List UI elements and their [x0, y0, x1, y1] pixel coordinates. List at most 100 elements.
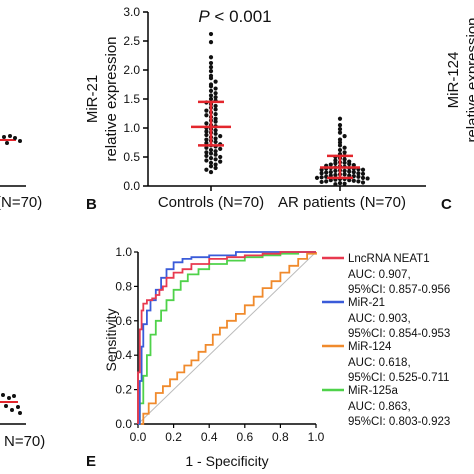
- panel-b-point: [328, 162, 333, 167]
- panel-b-point: [333, 172, 338, 178]
- panel-b-point: [319, 179, 324, 185]
- panel-e-xlabel: 1 - Specificity: [185, 453, 268, 469]
- panel-b-point: [213, 152, 218, 157]
- panel-b-point: [337, 116, 343, 121]
- panel-b-point: [324, 170, 329, 175]
- panel-b-point: [319, 171, 324, 176]
- panel-b-point: [347, 173, 352, 178]
- panel-b-point: [213, 136, 218, 141]
- panel-b-point: [218, 134, 223, 139]
- panel-b-point: [213, 103, 218, 109]
- panel-b-point: [314, 175, 320, 180]
- panel-b-y-tick-label: 2.0: [123, 63, 140, 77]
- panel-b-point: [342, 150, 347, 155]
- panel-e-y-tick-label: 1.0: [115, 245, 132, 259]
- panel-e-curves: [137, 251, 317, 425]
- panel-e-y-tick-label: 0.2: [115, 383, 132, 397]
- panel-b-point: [204, 145, 209, 150]
- panel-b-point: [337, 143, 343, 148]
- panel-b-point: [208, 164, 214, 169]
- left-bottom-point: [12, 394, 16, 398]
- panel-e-legend-name: MiR-124: [348, 341, 392, 353]
- panel-e-legend: LncRNA NEAT1 AUC: 0.907, 95%CI: 0.857-0.95…: [322, 253, 450, 428]
- panel-e-legend-ci: 95%CI: 0.854-0.953: [348, 328, 450, 340]
- panel-b-point: [333, 168, 338, 174]
- left-partial-panels: (N=70) N=70): [0, 134, 45, 450]
- panel-b-point: [319, 167, 324, 172]
- panel-b-scatter: B P < 0.001 MiR-21 relative expression 0…: [84, 5, 426, 213]
- panel-b-title: P < 0.001: [198, 7, 271, 26]
- panel-b-point: [342, 134, 347, 139]
- panel-b-point: [351, 169, 356, 175]
- panel-b-point: [319, 175, 324, 180]
- panel-b-point: [208, 88, 214, 93]
- panel-e-legend-auc: AUC: 0.863,: [348, 401, 411, 413]
- panel-b-y-tick-label: 2.5: [123, 34, 140, 48]
- panel-b-point: [208, 147, 214, 153]
- panel-e-legend-name: LncRNA NEAT1: [348, 253, 430, 265]
- panel-b-y-tick-label: 1.5: [123, 92, 140, 106]
- panel-b-point: [213, 128, 218, 133]
- left-bottom-point: [7, 396, 11, 400]
- panel-e-x-tick-label: 0.2: [165, 430, 182, 444]
- panel-b-point: [204, 137, 209, 142]
- panel-e-x-tick-label: 1.0: [308, 430, 325, 444]
- panel-b-point: [204, 140, 209, 146]
- panel-b-error-bars: [191, 100, 360, 180]
- panel-b-y-tick-label: 0.5: [123, 150, 140, 164]
- left-top-point: [13, 136, 17, 140]
- panel-b-point: [337, 147, 343, 153]
- panel-b-point: [204, 158, 209, 163]
- left-bottom-point: [16, 405, 20, 409]
- left-top-point: [2, 135, 6, 139]
- panel-b-point: [218, 154, 223, 160]
- panel-b-point: [351, 163, 356, 168]
- left-top-point: [5, 141, 9, 145]
- panel-b-point: [204, 153, 209, 158]
- panel-c-ylabel-line1: MiR-124: [445, 52, 462, 109]
- panel-b-point: [342, 181, 347, 186]
- panel-b-point: [208, 69, 214, 74]
- panel-b-point: [213, 79, 218, 84]
- panel-e-y-tick-label: 0.8: [115, 279, 132, 293]
- panel-b-point: [204, 113, 209, 118]
- panel-b-point: [337, 123, 343, 128]
- panel-b-point: [342, 157, 347, 162]
- panel-b-point: [347, 161, 352, 167]
- panel-b-point: [356, 179, 361, 184]
- panel-b-point: [360, 180, 366, 185]
- panel-b-point: [328, 169, 333, 175]
- panel-e-x-tick-label: 0.4: [201, 430, 218, 444]
- panel-b-point: [213, 91, 218, 96]
- panel-e-legend-auc: AUC: 0.618,: [348, 357, 411, 369]
- panel-c-partial: C MiR-124 relative expression: [441, 17, 474, 213]
- panel-b-point: [328, 178, 333, 183]
- panel-b-point: [208, 93, 214, 98]
- panel-c-ylabel-line2: relative expression: [464, 17, 474, 142]
- panel-b-point: [208, 55, 214, 60]
- panel-b-point: [356, 174, 361, 179]
- left-bottom-category-label: N=70): [4, 433, 45, 450]
- panel-b-point: [204, 121, 209, 126]
- panel-e-legend-ci: 95%CI: 0.857-0.956: [348, 284, 450, 296]
- panel-e-y-tick-label: 0.4: [115, 348, 132, 362]
- panel-e-x-tick-label: 0.8: [272, 430, 289, 444]
- panel-e-roc-curve: [138, 251, 316, 425]
- panel-e-roc-curve: [138, 251, 316, 425]
- left-top-point: [8, 134, 12, 138]
- panel-b-point: [208, 151, 214, 156]
- panel-b-point: [213, 139, 218, 145]
- panel-b-point: [208, 31, 214, 37]
- panel-b-point: [347, 169, 352, 174]
- panel-b-category-label: Controls (N=70): [158, 194, 264, 211]
- panel-b-point: [213, 157, 218, 162]
- panel-b-point: [342, 168, 347, 174]
- panel-e-reference-diagonal: [137, 251, 317, 425]
- panel-b-point: [208, 60, 214, 66]
- panel-b-point: [328, 173, 333, 178]
- panel-b-point: [342, 145, 347, 150]
- panel-e-y-tick-label: 0.0: [115, 417, 132, 431]
- left-top-point: [18, 139, 22, 143]
- panel-b-point: [204, 150, 209, 155]
